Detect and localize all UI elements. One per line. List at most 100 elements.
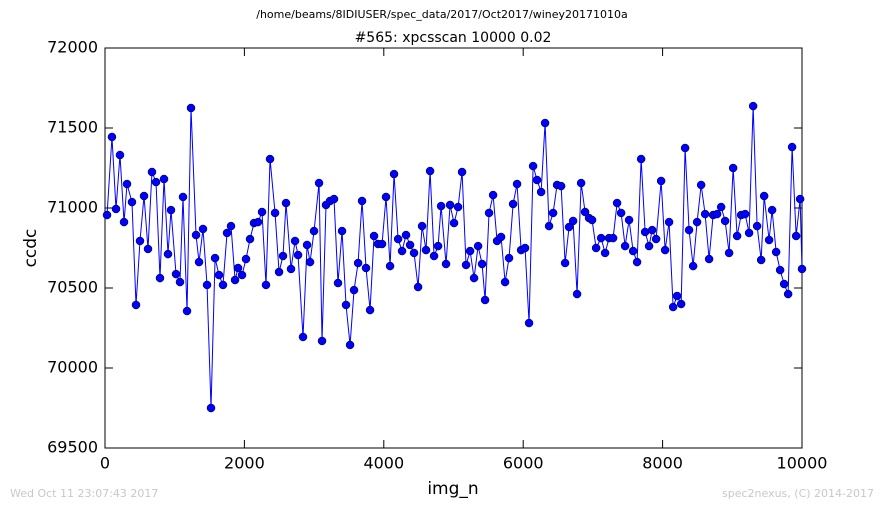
point (214, 270, 224, 280)
point (453, 202, 463, 212)
point (405, 240, 415, 250)
point (210, 253, 220, 263)
point (401, 230, 411, 240)
point (111, 204, 121, 214)
point (143, 244, 153, 254)
point (317, 336, 327, 346)
x-tick-label: 6000 (503, 454, 544, 473)
point (135, 236, 145, 246)
x-tick-label: 10000 (777, 454, 828, 473)
point (257, 207, 267, 217)
point (261, 280, 271, 290)
point (795, 194, 805, 204)
point (580, 207, 590, 217)
point (465, 246, 475, 256)
point (314, 178, 324, 188)
point (127, 197, 137, 207)
y-tick-label: 71500 (47, 118, 98, 137)
point (397, 246, 407, 256)
point (298, 332, 308, 342)
point (524, 318, 534, 328)
point (644, 241, 654, 251)
point (504, 253, 514, 263)
point (417, 221, 427, 231)
point (226, 221, 236, 231)
point (409, 248, 419, 258)
point (389, 169, 399, 179)
point (237, 270, 247, 280)
point (381, 192, 391, 202)
point (445, 200, 455, 210)
point (293, 250, 303, 260)
point (206, 403, 216, 413)
point (520, 243, 530, 253)
point (194, 257, 204, 267)
point (720, 216, 730, 226)
point (421, 245, 431, 255)
point (270, 208, 280, 218)
point (696, 180, 706, 190)
point (473, 241, 483, 251)
point (202, 280, 212, 290)
point (461, 260, 471, 270)
y-tick-label: 71000 (47, 198, 98, 217)
point (365, 305, 375, 315)
point (281, 198, 291, 208)
point (672, 291, 682, 301)
point (548, 208, 558, 218)
point (163, 249, 173, 259)
point (393, 234, 403, 244)
point (369, 231, 379, 241)
point (233, 263, 243, 273)
point (159, 174, 169, 184)
point (700, 209, 710, 219)
point (740, 209, 750, 219)
point (612, 198, 622, 208)
point (477, 259, 487, 269)
point (660, 245, 670, 255)
point (329, 194, 339, 204)
point (198, 224, 208, 234)
point (500, 277, 510, 287)
point (704, 254, 714, 264)
point (377, 239, 387, 249)
point (230, 275, 240, 285)
point (341, 300, 351, 310)
point (771, 247, 781, 257)
point (651, 234, 661, 244)
point (457, 167, 467, 177)
x-axis-label: img_n (427, 479, 478, 499)
point (576, 178, 586, 188)
point (783, 289, 793, 299)
x-tick-label: 4000 (363, 454, 404, 473)
point (759, 191, 769, 201)
point (166, 205, 176, 215)
point (175, 277, 185, 287)
point (668, 302, 678, 312)
y-tick-label: 69500 (47, 438, 98, 457)
point (608, 233, 618, 243)
point (119, 217, 129, 227)
point (480, 295, 490, 305)
point (656, 176, 666, 186)
point (155, 273, 165, 283)
point (692, 217, 702, 227)
point (309, 226, 319, 236)
point (413, 282, 423, 292)
point (564, 222, 574, 232)
point (508, 199, 518, 209)
point (274, 267, 284, 277)
point (636, 154, 646, 164)
suptitle: /home/beams/8IDIUSER/spec_data/2017/Oct2… (256, 8, 628, 21)
point (441, 259, 451, 269)
point (337, 226, 347, 236)
point (496, 232, 506, 242)
point (115, 150, 125, 160)
point (620, 241, 630, 251)
point (624, 215, 634, 225)
point (361, 263, 371, 273)
point (716, 202, 726, 212)
point (587, 215, 597, 225)
point (131, 300, 141, 310)
point (779, 279, 789, 289)
